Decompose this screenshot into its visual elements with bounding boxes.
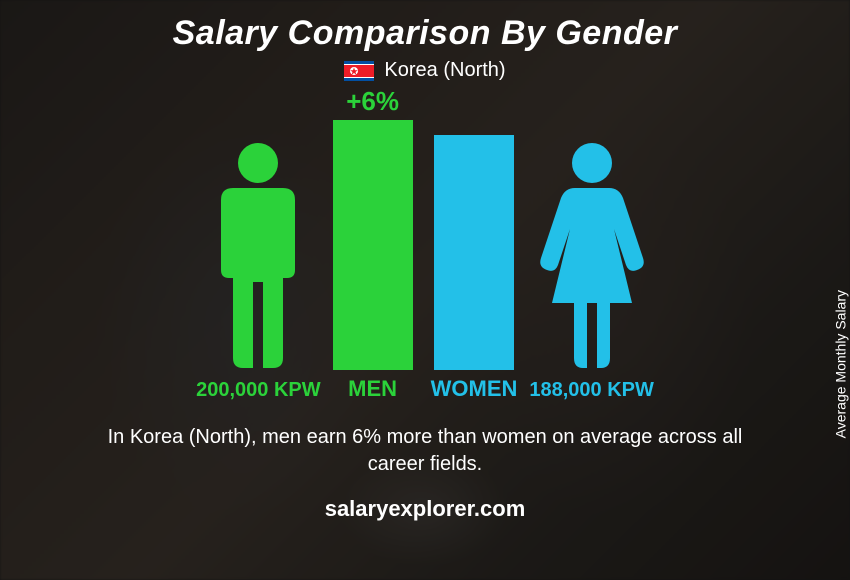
side-caption: Average Monthly Salary xyxy=(832,290,848,438)
women-side: 188,000 KPW xyxy=(529,138,654,402)
site-credit: salaryexplorer.com xyxy=(325,496,526,522)
men-bar-wrap: +6% MEN xyxy=(333,120,413,402)
infographic-content: Salary Comparison By Gender Korea (North… xyxy=(0,0,850,580)
men-salary-value: 200,000 KPW xyxy=(196,379,321,402)
page-title: Salary Comparison By Gender xyxy=(173,14,678,53)
men-bar xyxy=(333,120,413,370)
women-bar-label: WOMEN xyxy=(431,376,518,402)
flag-icon xyxy=(344,61,374,81)
men-group: 200,000 KPW +6% MEN xyxy=(196,120,413,402)
chart-area: 200,000 KPW +6% MEN 188,000 KPW xyxy=(196,102,654,402)
men-bar-label: MEN xyxy=(348,376,397,402)
women-salary-value: 188,000 KPW xyxy=(529,379,654,402)
women-group: 188,000 KPW WOMEN xyxy=(431,135,654,402)
description-text: In Korea (North), men earn 6% more than … xyxy=(95,424,755,478)
man-icon xyxy=(203,138,313,373)
country-label: Korea (North) xyxy=(384,59,505,82)
men-side: 200,000 KPW xyxy=(196,138,321,402)
woman-icon xyxy=(537,138,647,373)
women-bar-wrap: WOMEN xyxy=(431,135,518,402)
women-bar xyxy=(434,135,514,370)
delta-label: +6% xyxy=(346,86,399,117)
subtitle-row: Korea (North) xyxy=(344,59,505,82)
